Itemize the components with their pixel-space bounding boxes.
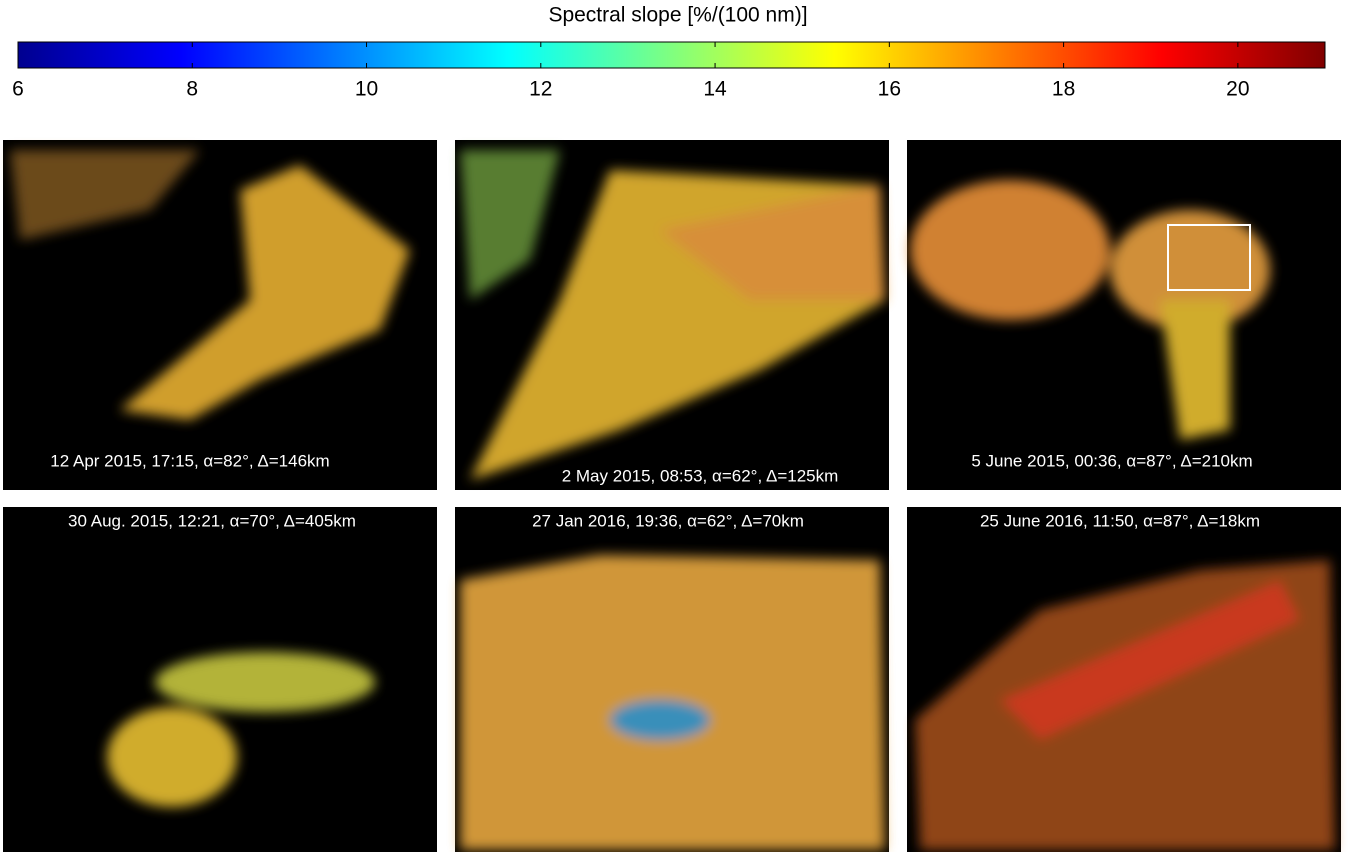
panel-caption: 30 Aug. 2015, 12:21, α=70°, Δ=405km [68, 511, 356, 530]
colorbar-label: Spectral slope [%/(100 nm)] [548, 4, 807, 27]
tick-label: 6 [12, 78, 24, 101]
panel-caption: 5 June 2015, 00:36, α=87°, Δ=210km [971, 451, 1252, 470]
panel-caption: 12 Apr 2015, 17:15, α=82°, Δ=146km [50, 451, 329, 470]
panels: 12 Apr 2015, 17:15, α=82°, Δ=146km 2 May… [3, 140, 1341, 852]
panel-caption: 2 May 2015, 08:53, α=62°, Δ=125km [562, 466, 839, 485]
panel-caption: 27 Jan 2016, 19:36, α=62°, Δ=70km [532, 511, 804, 530]
tick-label: 14 [703, 78, 727, 101]
colorbar [17, 41, 1326, 69]
tick-label: 12 [529, 78, 552, 101]
tick-label: 18 [1052, 78, 1075, 101]
tick-label: 8 [186, 78, 198, 101]
tick-label: 10 [355, 78, 378, 101]
tick-label: 16 [878, 78, 901, 101]
tick-label: 20 [1226, 78, 1249, 101]
panel-caption: 25 June 2016, 11:50, α=87°, Δ=18km [980, 511, 1260, 530]
surface-texture [10, 150, 1335, 850]
region-box [1167, 224, 1251, 291]
